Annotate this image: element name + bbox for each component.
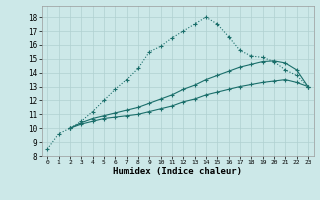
X-axis label: Humidex (Indice chaleur): Humidex (Indice chaleur)	[113, 167, 242, 176]
